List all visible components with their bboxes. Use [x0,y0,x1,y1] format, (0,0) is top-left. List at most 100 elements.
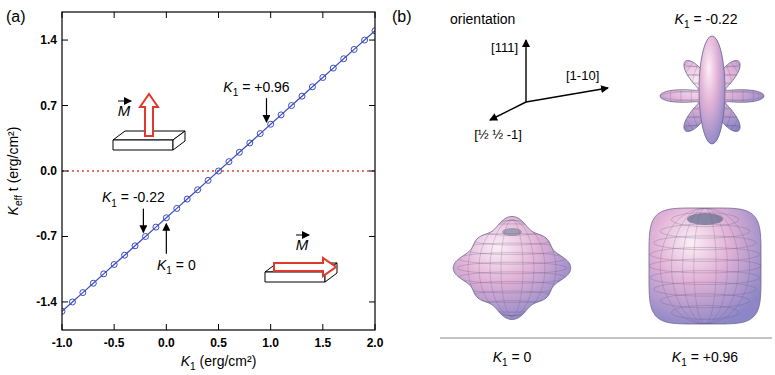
y-tick-right [369,301,375,302]
inset-label: M [118,102,131,119]
y-tick-label: 0.0 [40,164,57,178]
text-run: = -0.22 [117,189,165,205]
x-tick-top [166,12,167,18]
figure: (a)-1.0-0.50.00.51.01.52.0-1.4-0.70.00.7… [0,0,775,375]
series-marker [153,224,159,230]
x-tick-label: 0.0 [158,336,175,350]
anisotropy-surface: K1 = -0.22 [660,11,764,144]
surface-mesh [457,220,567,316]
x-tick [322,324,323,330]
vector-arrow [296,235,309,236]
x-tick-top [270,12,271,18]
label-patch [100,189,167,208]
series-marker [142,233,148,239]
surface-label: K1 = 0 [493,349,532,368]
series-marker [341,56,347,62]
orientation-title: orientation [450,11,515,27]
surface-shape [453,216,571,319]
x-axis-title: K1 (erg/cm²) [181,353,257,372]
mesh-line [671,208,738,324]
series-marker [268,121,274,127]
series-marker [195,187,201,193]
x-tick [218,324,219,330]
orientation-axis-label: [111] [491,40,518,55]
annotation-arrow [166,224,167,254]
annotation-label: K1 = +0.96 [223,79,290,98]
x-tick-label: 0.5 [210,336,227,350]
y-tick-label: 0.7 [40,99,57,113]
annotation-label: K1 = -0.22 [102,189,165,208]
x-tick [114,324,115,330]
x-tick [62,324,63,330]
magnetization-inset: M [113,94,185,150]
series-marker [132,243,138,249]
anisotropy-surface: K1 = +0.96 [649,208,761,368]
panel-label: (b) [392,8,412,25]
x-tick [166,324,167,330]
y-tick [62,40,68,41]
y-tick [62,105,68,106]
x-tick-label: -1.0 [52,336,73,350]
y-tick [62,171,68,172]
text-run: t (erg/cm²) [5,127,21,195]
mesh-line [479,220,545,316]
series-marker [163,215,169,221]
x-tick-top [62,12,63,18]
text-run: = +0.96 [687,349,739,365]
y-tick [62,301,68,302]
panel-a: (a)-1.0-0.50.00.51.01.52.0-1.4-0.70.00.7… [5,8,384,372]
series-marker [69,299,75,305]
panel-label: (a) [6,8,26,25]
mesh-line [490,220,534,316]
series-marker [330,65,336,71]
y-tick [62,236,68,237]
annotation-label: K1 = 0 [157,257,196,276]
anisotropy-surface: K1 = 0 [453,216,571,368]
y-axis-title: Keff t (erg/cm²) [5,127,24,216]
y-tick-right [369,171,375,172]
surface-label: K1 = +0.96 [672,349,739,368]
series-marker [80,290,86,296]
orientation-axis [490,102,526,120]
series-marker [247,140,253,146]
series-marker [320,74,326,80]
surface-shape [649,208,761,324]
magnetization-inset: M [265,235,337,282]
magnetization-arrow [140,94,158,136]
x-tick-label: 2.0 [367,336,384,350]
separator [440,338,772,339]
series-marker [205,177,211,183]
series-marker [111,262,117,268]
orientation-axis-label: [1-10] [566,68,599,83]
orientation-axis [525,40,526,102]
x-tick-top [218,12,219,18]
series-marker [351,46,357,52]
series-marker [90,280,96,286]
surface-lobe [699,36,725,144]
y-tick-right [369,236,375,237]
series-line [62,31,375,312]
y-tick-right [369,105,375,106]
mesh-line [683,208,728,324]
text-run: = +0.96 [238,79,290,95]
x-tick-top [375,12,376,18]
series-marker [174,205,180,211]
text-run: (erg/cm²) [196,353,257,369]
series-marker [362,37,368,43]
label-patch [155,257,198,276]
orientation-axis [526,88,608,102]
series-marker [216,168,222,174]
x-tick-label: 1.5 [314,336,331,350]
slab-side [173,131,185,150]
orientation-axis-label: [½ ½ -1] [474,127,522,142]
mesh-line [694,208,716,324]
series-marker [101,271,107,277]
annotation-arrow [143,208,144,232]
annotation-arrow [266,98,267,122]
surface-dimple [687,213,723,225]
x-tick-top [322,12,323,18]
mesh-line [501,220,523,316]
series-marker [278,112,284,118]
label-patch [221,79,292,98]
text-run: = -0.22 [690,11,738,27]
